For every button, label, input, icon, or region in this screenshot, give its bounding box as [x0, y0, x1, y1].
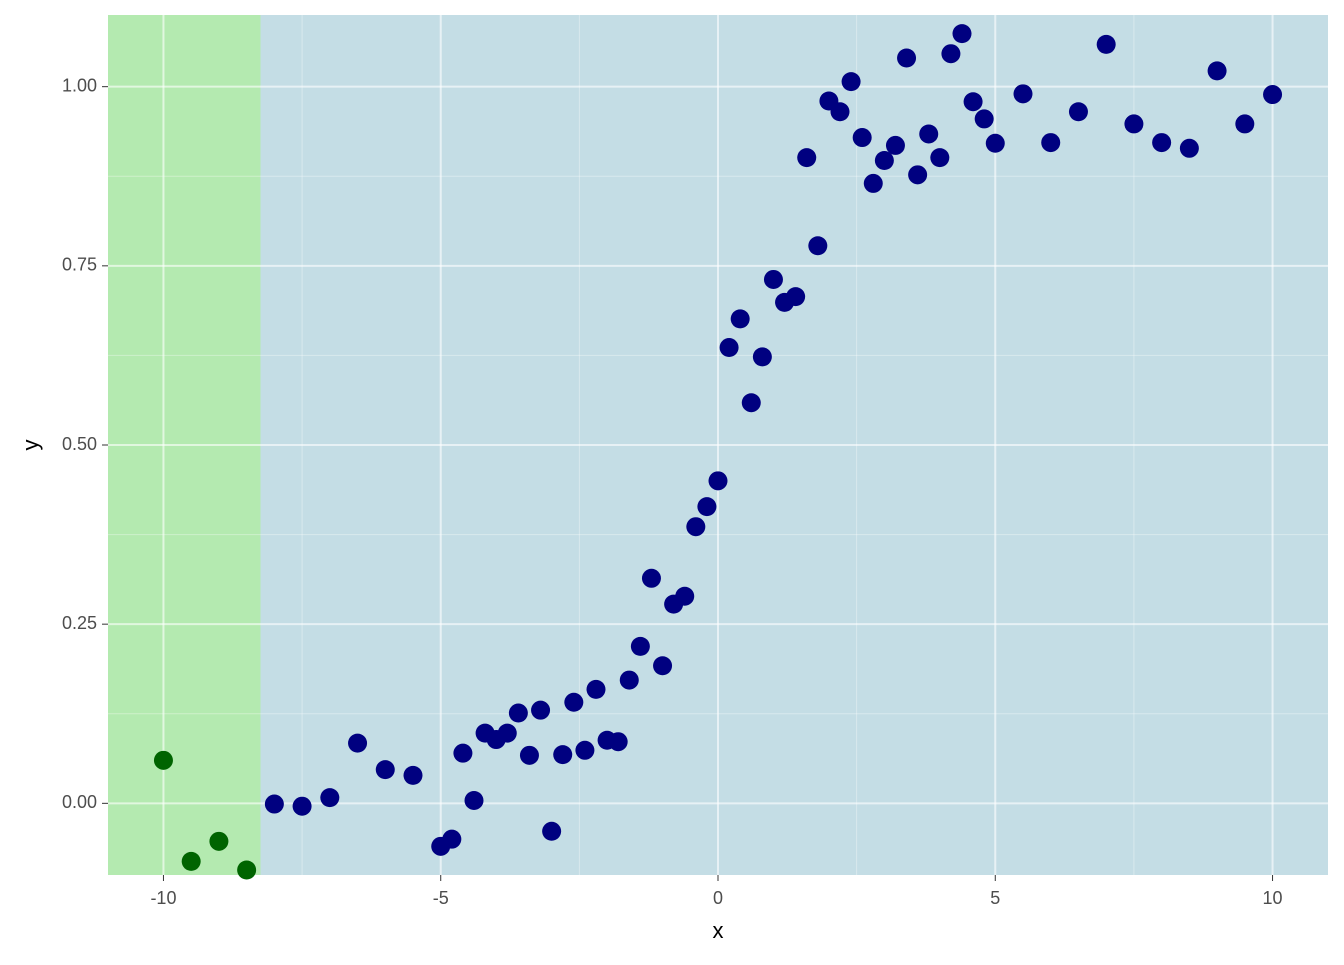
x-tick-label: 0 — [713, 888, 723, 908]
x-tick-label: -5 — [433, 888, 449, 908]
point — [1096, 34, 1116, 54]
point — [292, 796, 312, 816]
point — [508, 703, 528, 723]
y-tick-label: 0.00 — [62, 792, 97, 812]
point — [403, 765, 423, 785]
point — [985, 133, 1005, 153]
y-tick-label: 1.00 — [62, 75, 97, 95]
point — [708, 471, 728, 491]
point — [641, 568, 661, 588]
x-tick-label: 10 — [1263, 888, 1283, 908]
point — [497, 723, 517, 743]
point — [952, 24, 972, 44]
point — [237, 860, 257, 880]
point — [797, 148, 817, 168]
point — [564, 692, 584, 712]
x-tick-label: -10 — [150, 888, 176, 908]
point — [181, 851, 201, 871]
y-tick-label: 0.75 — [62, 255, 97, 275]
x-axis-title: x — [713, 918, 724, 943]
point — [1263, 85, 1283, 105]
point — [719, 338, 739, 358]
point — [464, 790, 484, 810]
point — [930, 148, 950, 168]
point — [1013, 84, 1033, 104]
point — [442, 829, 462, 849]
y-axis-title: y — [18, 440, 43, 451]
y-tick-label: 0.25 — [62, 613, 97, 633]
point — [741, 393, 761, 413]
point — [863, 173, 883, 193]
point — [1235, 114, 1255, 134]
point — [1041, 133, 1061, 153]
point — [619, 670, 639, 690]
point — [1179, 138, 1199, 158]
point — [763, 269, 783, 289]
point — [808, 236, 828, 256]
point — [653, 656, 673, 676]
point — [1152, 133, 1172, 153]
point — [675, 586, 695, 606]
point — [686, 517, 706, 537]
point — [553, 745, 573, 765]
point — [375, 760, 395, 780]
x-tick-label: 5 — [990, 888, 1000, 908]
point — [1124, 114, 1144, 134]
point — [453, 743, 473, 763]
point — [542, 821, 562, 841]
point — [608, 732, 628, 752]
point — [919, 124, 939, 144]
point — [830, 102, 850, 122]
point — [963, 92, 983, 112]
y-tick-label: 0.50 — [62, 434, 97, 454]
point — [209, 831, 229, 851]
point — [531, 700, 551, 720]
point — [752, 347, 772, 367]
point — [908, 165, 928, 185]
point — [586, 679, 606, 699]
point — [874, 150, 894, 170]
point — [897, 48, 917, 68]
point — [320, 788, 340, 808]
point — [348, 733, 368, 753]
point — [841, 72, 861, 92]
point — [786, 287, 806, 307]
point — [575, 740, 595, 760]
point — [264, 794, 284, 814]
point — [630, 636, 650, 656]
point — [852, 128, 872, 148]
point — [730, 309, 750, 329]
point — [1207, 61, 1227, 81]
point — [519, 745, 539, 765]
point — [885, 135, 905, 155]
point — [1068, 102, 1088, 122]
point — [153, 750, 173, 770]
point — [941, 44, 961, 64]
point — [697, 497, 717, 517]
point — [974, 109, 994, 129]
